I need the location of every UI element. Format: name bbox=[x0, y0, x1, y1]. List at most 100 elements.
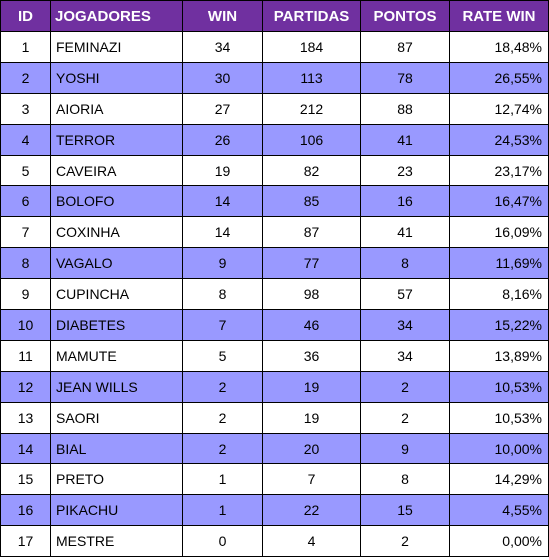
cell-win: 8 bbox=[182, 278, 263, 311]
cell-jogador: DIABETES bbox=[50, 309, 183, 341]
cell-jogador: COXINHA bbox=[50, 216, 183, 249]
cell-rate-win: 18,48% bbox=[449, 31, 549, 63]
cell-win: 14 bbox=[182, 216, 263, 249]
cell-rate-win: 23,17% bbox=[449, 154, 549, 187]
cell-jogador: SAORI bbox=[50, 401, 183, 434]
cell-partidas: 87 bbox=[262, 216, 361, 249]
cell-win: 7 bbox=[182, 309, 263, 341]
cell-win: 1 bbox=[182, 494, 263, 527]
cell-id: 14 bbox=[0, 432, 51, 465]
cell-pontos: 9 bbox=[360, 432, 450, 465]
header-partidas: PARTIDAS bbox=[262, 0, 361, 32]
cell-rate-win: 10,53% bbox=[449, 370, 549, 403]
cell-partidas: 106 bbox=[262, 123, 361, 156]
cell-pontos: 8 bbox=[360, 247, 450, 280]
cell-rate-win: 14,29% bbox=[449, 463, 549, 496]
cell-win: 30 bbox=[182, 61, 263, 94]
cell-pontos: 88 bbox=[360, 92, 450, 125]
cell-rate-win: 13,89% bbox=[449, 339, 549, 372]
cell-id: 3 bbox=[0, 92, 51, 125]
cell-win: 27 bbox=[182, 92, 263, 125]
cell-jogador: JEAN WILLS bbox=[50, 370, 183, 403]
cell-win: 14 bbox=[182, 185, 263, 218]
table-row: 16 PIKACHU 1 22 15 4,55% bbox=[0, 494, 549, 527]
table-row: 4 TERROR 26 106 41 24,53% bbox=[0, 123, 549, 156]
cell-id: 1 bbox=[0, 31, 51, 63]
table-row: 1 FEMINAZI 34 184 87 18,48% bbox=[0, 31, 549, 63]
cell-partidas: 7 bbox=[262, 463, 361, 496]
cell-id: 13 bbox=[0, 401, 51, 434]
cell-pontos: 8 bbox=[360, 463, 450, 496]
cell-partidas: 184 bbox=[262, 31, 361, 63]
cell-partidas: 98 bbox=[262, 278, 361, 311]
cell-jogador: TERROR bbox=[50, 123, 183, 156]
table-row: 6 BOLOFO 14 85 16 16,47% bbox=[0, 185, 549, 218]
cell-id: 6 bbox=[0, 185, 51, 218]
cell-jogador: CAVEIRA bbox=[50, 154, 183, 187]
table-row: 5 CAVEIRA 19 82 23 23,17% bbox=[0, 154, 549, 187]
cell-win: 19 bbox=[182, 154, 263, 187]
cell-partidas: 82 bbox=[262, 154, 361, 187]
cell-win: 26 bbox=[182, 123, 263, 156]
cell-pontos: 78 bbox=[360, 61, 450, 94]
cell-jogador: VAGALO bbox=[50, 247, 183, 280]
cell-jogador: FEMINAZI bbox=[50, 31, 183, 63]
header-row: ID JOGADORES WIN PARTIDAS PONTOS RATE WI… bbox=[0, 0, 549, 32]
cell-id: 17 bbox=[0, 525, 51, 558]
cell-pontos: 87 bbox=[360, 31, 450, 63]
cell-id: 5 bbox=[0, 154, 51, 187]
cell-rate-win: 10,00% bbox=[449, 432, 549, 465]
cell-partidas: 19 bbox=[262, 401, 361, 434]
cell-rate-win: 8,16% bbox=[449, 278, 549, 311]
cell-partidas: 212 bbox=[262, 92, 361, 125]
cell-pontos: 34 bbox=[360, 309, 450, 341]
table-row: 10 DIABETES 7 46 34 15,22% bbox=[0, 309, 549, 341]
table-row: 9 CUPINCHA 8 98 57 8,16% bbox=[0, 278, 549, 311]
cell-pontos: 23 bbox=[360, 154, 450, 187]
cell-partidas: 77 bbox=[262, 247, 361, 280]
table-row: 14 BIAL 2 20 9 10,00% bbox=[0, 432, 549, 465]
cell-rate-win: 4,55% bbox=[449, 494, 549, 527]
table-row: 11 MAMUTE 5 36 34 13,89% bbox=[0, 339, 549, 372]
cell-partidas: 4 bbox=[262, 525, 361, 558]
cell-partidas: 22 bbox=[262, 494, 361, 527]
cell-id: 10 bbox=[0, 309, 51, 341]
header-rate-win: RATE WIN bbox=[449, 0, 549, 32]
cell-id: 16 bbox=[0, 494, 51, 527]
cell-rate-win: 26,55% bbox=[449, 61, 549, 94]
header-id: ID bbox=[0, 0, 51, 32]
table-row: 8 VAGALO 9 77 8 11,69% bbox=[0, 247, 549, 280]
cell-pontos: 34 bbox=[360, 339, 450, 372]
header-win: WIN bbox=[182, 0, 263, 32]
cell-partidas: 85 bbox=[262, 185, 361, 218]
cell-rate-win: 0,00% bbox=[449, 525, 549, 558]
cell-jogador: BIAL bbox=[50, 432, 183, 465]
cell-pontos: 16 bbox=[360, 185, 450, 218]
cell-id: 11 bbox=[0, 339, 51, 372]
cell-id: 7 bbox=[0, 216, 51, 249]
cell-id: 9 bbox=[0, 278, 51, 311]
cell-rate-win: 16,09% bbox=[449, 216, 549, 249]
cell-jogador: BOLOFO bbox=[50, 185, 183, 218]
cell-rate-win: 16,47% bbox=[449, 185, 549, 218]
cell-rate-win: 24,53% bbox=[449, 123, 549, 156]
cell-win: 34 bbox=[182, 31, 263, 63]
header-pontos: PONTOS bbox=[360, 0, 450, 32]
cell-jogador: YOSHI bbox=[50, 61, 183, 94]
cell-jogador: CUPINCHA bbox=[50, 278, 183, 311]
cell-jogador: MAMUTE bbox=[50, 339, 183, 372]
cell-pontos: 41 bbox=[360, 216, 450, 249]
cell-pontos: 2 bbox=[360, 370, 450, 403]
table-row: 13 SAORI 2 19 2 10,53% bbox=[0, 401, 549, 434]
cell-jogador: MESTRE bbox=[50, 525, 183, 558]
cell-win: 9 bbox=[182, 247, 263, 280]
cell-pontos: 2 bbox=[360, 525, 450, 558]
cell-partidas: 46 bbox=[262, 309, 361, 341]
cell-partidas: 19 bbox=[262, 370, 361, 403]
header-jogadores: JOGADORES bbox=[50, 0, 183, 32]
cell-rate-win: 12,74% bbox=[449, 92, 549, 125]
cell-win: 0 bbox=[182, 525, 263, 558]
table-body: 1 FEMINAZI 34 184 87 18,48% 2 YOSHI 30 113 78 26,55… bbox=[0, 31, 549, 558]
cell-rate-win: 15,22% bbox=[449, 309, 549, 341]
